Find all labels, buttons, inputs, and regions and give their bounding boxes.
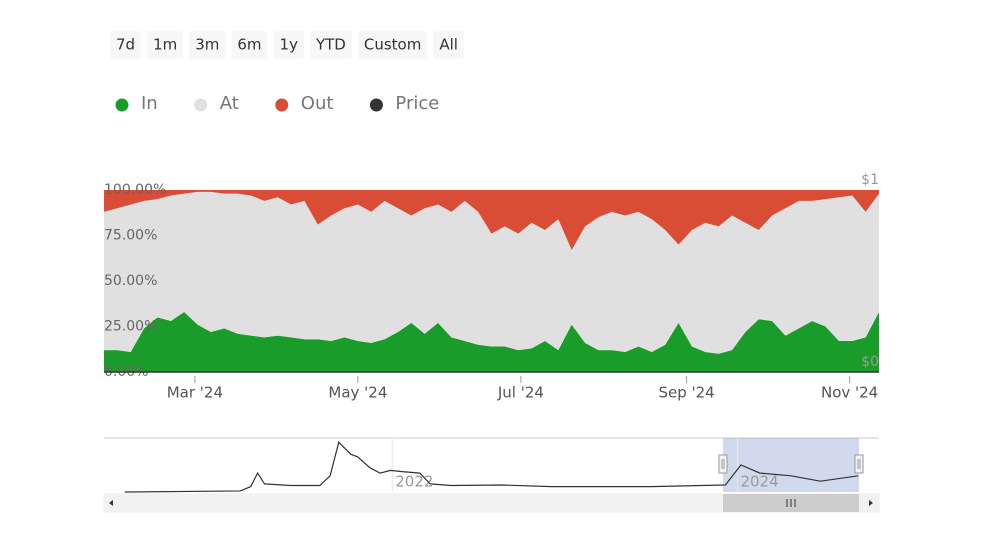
range-button[interactable]: 6m <box>231 31 268 59</box>
x-tick-label: Jul '24 <box>497 384 544 402</box>
range-button-bg[interactable] <box>147 31 184 59</box>
x-tick-label: Mar '24 <box>167 384 223 402</box>
range-button-label[interactable]: 1y <box>280 36 299 54</box>
scrollbar-track[interactable] <box>103 493 880 513</box>
legend-item[interactable]: Price <box>369 93 439 114</box>
scroll-left-arrow[interactable] <box>109 500 113 506</box>
range-button-bg[interactable] <box>357 31 428 59</box>
range-button[interactable]: YTD <box>309 31 352 59</box>
legend-item[interactable]: Out <box>275 93 333 114</box>
legend-label[interactable]: Price <box>395 93 439 114</box>
legend-item[interactable]: In <box>115 93 158 114</box>
range-button-bg[interactable] <box>433 31 464 59</box>
range-button[interactable]: 1y <box>273 31 304 59</box>
navigator-selection <box>723 438 859 492</box>
x-tick-label: May '24 <box>328 384 387 402</box>
range-button-bg[interactable] <box>189 31 226 59</box>
area-2 <box>104 190 879 251</box>
legend-label[interactable]: At <box>220 93 239 114</box>
y-tick-label: 25.00% <box>104 319 157 335</box>
range-button-label[interactable]: All <box>439 36 458 54</box>
scroll-right-arrow[interactable] <box>869 500 873 506</box>
navigator-tick-label: 2024 <box>740 473 778 491</box>
y2-tick-label: $1 <box>861 172 879 188</box>
legend-label[interactable]: In <box>141 93 158 114</box>
y-tick-label: 75.00% <box>104 228 157 244</box>
x-tick-label: Sep '24 <box>658 384 714 402</box>
navigator-handle[interactable] <box>718 454 728 474</box>
range-button[interactable]: All <box>433 31 464 59</box>
range-button-label[interactable]: 6m <box>237 36 261 54</box>
range-button-label[interactable]: Custom <box>364 36 421 54</box>
range-button-bg[interactable] <box>309 31 352 59</box>
range-button-label[interactable]: 3m <box>195 36 219 54</box>
price-line <box>124 441 859 493</box>
legend-symbol[interactable] <box>369 98 383 112</box>
legend-item[interactable]: At <box>194 93 239 114</box>
range-button[interactable]: 7d <box>110 31 142 59</box>
range-button[interactable]: Custom <box>357 31 428 59</box>
navigator-handle[interactable] <box>854 454 864 474</box>
y-tick-label: 100.00% <box>104 182 166 198</box>
x-tick-label: Nov '24 <box>821 384 878 402</box>
y2-tick-label: $0 <box>861 354 879 370</box>
range-button-label[interactable]: 7d <box>116 36 135 54</box>
range-button[interactable]: 1m <box>147 31 184 59</box>
legend-symbol[interactable] <box>275 98 289 112</box>
legend-symbol[interactable] <box>115 98 129 112</box>
range-button-bg[interactable] <box>273 31 304 59</box>
area-0 <box>104 311 879 372</box>
legend-label[interactable]: Out <box>301 93 334 114</box>
range-button-bg[interactable] <box>110 31 142 59</box>
range-button-label[interactable]: YTD <box>315 36 346 54</box>
y-tick-label: 50.00% <box>104 273 157 289</box>
range-button-bg[interactable] <box>231 31 268 59</box>
legend-symbol[interactable] <box>194 98 208 112</box>
range-button[interactable]: 3m <box>189 31 226 59</box>
range-button-label[interactable]: 1m <box>153 36 177 54</box>
area-1 <box>104 191 879 354</box>
